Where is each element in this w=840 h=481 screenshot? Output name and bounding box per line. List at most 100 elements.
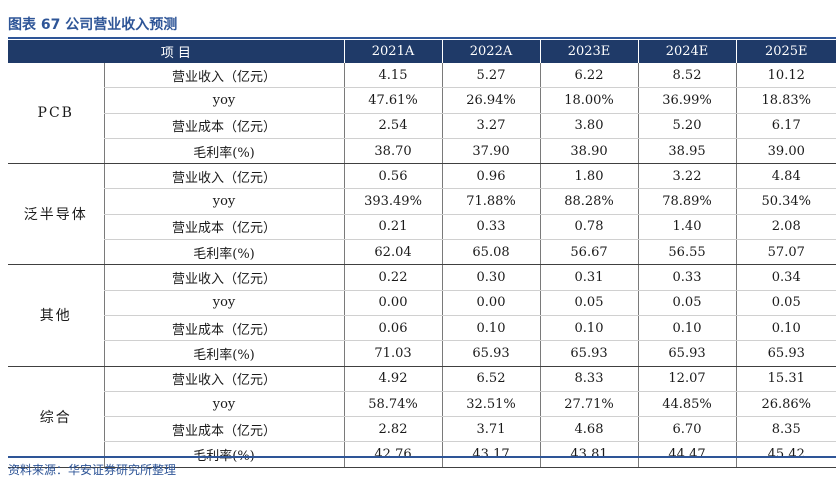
segment-label: 其他: [8, 264, 104, 367]
table-cell: 56.55: [637, 239, 737, 266]
metric-label: 营业收入（亿元）: [103, 264, 345, 291]
revenue-forecast-table: 项 目 2021A 2022A 2023E 2024E 2025E PCB 营业收…: [8, 40, 837, 468]
metric-label: 营业收入（亿元）: [103, 366, 345, 392]
figure-title: 图表 67 公司营业收入预测: [8, 17, 178, 33]
table-cell: 6.70: [637, 416, 737, 443]
table-row: 毛利率(%) 38.70 37.90 38.90 38.95 39.00: [8, 138, 837, 165]
header-year: 2025E: [735, 40, 837, 63]
table-cell: 0.33: [637, 264, 737, 291]
table-cell: 3.80: [539, 113, 639, 139]
table-cell: 5.27: [441, 63, 541, 89]
table-cell: 0.96: [441, 163, 541, 190]
table-row: 营业成本（亿元） 0.21 0.33 0.78 1.40 2.08: [8, 214, 837, 241]
table-cell: 4.15: [343, 63, 443, 89]
table-cell: 47.61%: [343, 87, 443, 114]
table-cell: 4.84: [735, 163, 837, 190]
table-row: yoy 0.00 0.00 0.05 0.05 0.05: [8, 290, 837, 316]
table-cell: 44.85%: [637, 391, 737, 418]
table-cell: 0.10: [637, 315, 737, 342]
table-cell: 26.94%: [441, 87, 541, 114]
metric-label: 营业成本（亿元）: [103, 315, 345, 342]
metric-label: 毛利率(%): [103, 138, 345, 165]
table-cell: 5.20: [637, 113, 737, 139]
table-cell: 0.33: [441, 214, 541, 241]
table-cell: 1.80: [539, 163, 639, 190]
table-cell: 43.17: [441, 441, 541, 468]
metric-label: yoy: [103, 188, 345, 215]
metric-label: yoy: [103, 391, 345, 418]
table-row: 泛半导体 营业收入（亿元） 0.56 0.96 1.80 3.22 4.84: [8, 163, 837, 266]
table-cell: 56.67: [539, 239, 639, 266]
table-cell: 0.56: [343, 163, 443, 190]
table-cell: 0.30: [441, 264, 541, 291]
table-cell: 4.92: [343, 366, 443, 392]
header-year: 2024E: [637, 40, 737, 63]
table-cell: 15.31: [735, 366, 837, 392]
table-cell: 58.74%: [343, 391, 443, 418]
table-cell: 0.10: [735, 315, 837, 342]
metric-label: 营业成本（亿元）: [103, 113, 345, 139]
table-cell: 32.51%: [441, 391, 541, 418]
table-cell: 8.52: [637, 63, 737, 89]
table-cell: 65.08: [441, 239, 541, 266]
table-cell: 36.99%: [637, 87, 737, 114]
segment-label: 泛半导体: [8, 163, 104, 266]
table-cell: 0.22: [343, 264, 443, 291]
table-row: 综合 营业收入（亿元） 4.92 6.52 8.33 12.07 15.31: [8, 366, 837, 468]
table-cell: 3.71: [441, 416, 541, 443]
table-cell: 18.83%: [735, 87, 837, 114]
table-cell: 65.93: [735, 340, 837, 367]
table-cell: 10.12: [735, 63, 837, 89]
table-cell: 38.95: [637, 138, 737, 165]
metric-label: 营业成本（亿元）: [103, 416, 345, 443]
table-cell: 39.00: [735, 138, 837, 165]
table-cell: 38.90: [539, 138, 639, 165]
table-cell: 71.03: [343, 340, 443, 367]
header-year: 2023E: [539, 40, 639, 63]
table-cell: 0.10: [539, 315, 639, 342]
table-cell: 44.47: [637, 441, 737, 468]
title-underline: [8, 37, 836, 39]
metric-label: 毛利率(%): [103, 340, 345, 367]
header-year: 2021A: [343, 40, 443, 63]
header-year: 2022A: [441, 40, 541, 63]
table-cell: 50.34%: [735, 188, 837, 215]
table-cell: 393.49%: [343, 188, 443, 215]
header-item: 项 目: [8, 40, 345, 63]
table-cell: 88.28%: [539, 188, 639, 215]
table-row: 毛利率(%) 42.76 43.17 43.81 44.47 45.42: [8, 441, 837, 468]
table-cell: 6.17: [735, 113, 837, 139]
table-cell: 65.93: [441, 340, 541, 367]
table-cell: 0.10: [441, 315, 541, 342]
metric-label: yoy: [103, 290, 345, 316]
table-cell: 8.33: [539, 366, 639, 392]
metric-label: 营业收入（亿元）: [103, 63, 345, 89]
table-row: yoy 393.49% 71.88% 88.28% 78.89% 50.34%: [8, 188, 837, 215]
source-note: 资料来源：华安证券研究所整理: [8, 456, 836, 478]
table-cell: 65.93: [539, 340, 639, 367]
table-row: yoy 58.74% 32.51% 27.71% 44.85% 26.86%: [8, 391, 837, 418]
table-cell: 2.82: [343, 416, 443, 443]
table-cell: 65.93: [637, 340, 737, 367]
table-cell: 0.34: [735, 264, 837, 291]
table-cell: 12.07: [637, 366, 737, 392]
table-cell: 0.06: [343, 315, 443, 342]
segment-label: PCB: [8, 63, 104, 165]
metric-label: yoy: [103, 87, 345, 114]
metric-label: 毛利率(%): [103, 441, 345, 468]
table-cell: 18.00%: [539, 87, 639, 114]
header-row: 项 目 2021A 2022A 2023E 2024E 2025E: [8, 40, 837, 63]
table-cell: 0.31: [539, 264, 639, 291]
table-row: yoy 47.61% 26.94% 18.00% 36.99% 18.83%: [8, 87, 837, 114]
table-cell: 0.78: [539, 214, 639, 241]
metric-label: 营业收入（亿元）: [103, 163, 345, 190]
table-cell: 4.68: [539, 416, 639, 443]
table-row: 毛利率(%) 62.04 65.08 56.67 56.55 57.07: [8, 239, 837, 266]
table-cell: 3.22: [637, 163, 737, 190]
table-cell: 45.42: [735, 441, 837, 468]
table-row: 营业成本（亿元） 0.06 0.10 0.10 0.10 0.10: [8, 315, 837, 342]
table-row: 其他 营业收入（亿元） 0.22 0.30 0.31 0.33 0.34: [8, 264, 837, 367]
table-cell: 42.76: [343, 441, 443, 468]
table-cell: 0.21: [343, 214, 443, 241]
table-cell: 27.71%: [539, 391, 639, 418]
